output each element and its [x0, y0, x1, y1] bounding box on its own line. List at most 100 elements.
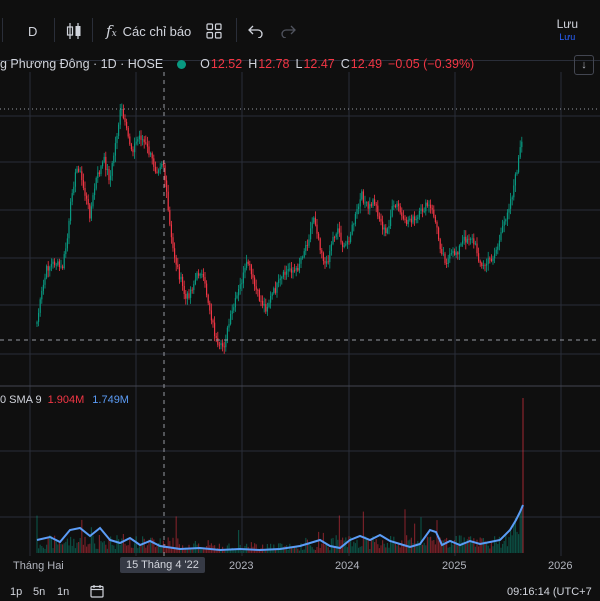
candle-body: [370, 204, 372, 206]
change-value: −0.05 (−0.39%): [388, 57, 475, 71]
candle-body: [42, 284, 44, 291]
candle-body: [143, 139, 145, 143]
undo-button[interactable]: [248, 20, 264, 42]
volume-sma-value: 1.749M: [92, 394, 129, 406]
interval-button[interactable]: D: [28, 20, 37, 42]
volume-bar: [305, 537, 307, 553]
symbol-name[interactable]: g Phương Đông · 1D · HOSE: [0, 57, 164, 71]
volume-bar: [425, 545, 427, 553]
candle-body: [218, 344, 220, 346]
volume-bars: [36, 398, 524, 553]
volume-bar: [233, 549, 235, 553]
volume-bar: [215, 549, 217, 553]
volume-bar: [290, 547, 292, 553]
timezone-clock[interactable]: 09:16:14 (UTC+7: [507, 586, 592, 598]
candle-body: [425, 202, 427, 212]
candle-body: [471, 238, 473, 240]
volume-bar: [327, 547, 329, 553]
save-button[interactable]: Lưu Lưu: [557, 17, 578, 42]
range-button-1p[interactable]: 1p: [10, 586, 23, 598]
volume-bar: [143, 538, 145, 553]
go-to-date-button[interactable]: [90, 584, 104, 601]
candle-body: [298, 263, 300, 271]
volume-bar: [137, 548, 139, 553]
volume-bar: [356, 539, 358, 553]
volume-bar: [354, 543, 356, 553]
volume-bar: [361, 546, 363, 553]
range-button-1n[interactable]: 1n: [57, 586, 70, 598]
time-axis-label: 2023: [229, 560, 254, 572]
volume-bar: [417, 540, 419, 553]
volume-bar: [454, 540, 456, 553]
legend-collapse-button[interactable]: ↓: [574, 55, 594, 75]
volume-bar: [127, 545, 129, 553]
templates-button[interactable]: [206, 20, 222, 42]
volume-bar: [150, 537, 152, 553]
volume-bar: [383, 543, 385, 553]
volume-bar: [177, 538, 179, 553]
candle-body: [103, 156, 105, 163]
candle-body: [116, 135, 118, 144]
candle-body: [81, 171, 83, 181]
candle-body: [417, 217, 419, 220]
undo-icon: [248, 25, 263, 38]
candle-body: [137, 139, 139, 142]
candle-body: [194, 279, 196, 285]
volume-bar: [114, 549, 116, 553]
indicators-button[interactable]: fx Các chỉ báo: [106, 20, 191, 42]
candle-body: [257, 289, 259, 291]
candle-body: [100, 166, 102, 174]
candle-body: [510, 199, 512, 209]
candle-body: [412, 216, 414, 223]
candle-body: [145, 142, 147, 144]
chart-type-button[interactable]: [66, 20, 82, 42]
time-axis[interactable]: Tháng Hai 15 Tháng 4 '22 2023 2024 2025 …: [0, 556, 600, 578]
candle-body: [428, 204, 430, 206]
volume-bar: [362, 511, 364, 553]
volume-bar: [204, 549, 206, 553]
candle-body: [175, 257, 177, 265]
candle-body: [138, 135, 140, 140]
candle-body: [513, 185, 515, 198]
volume-bar: [257, 548, 259, 553]
candle-body: [519, 147, 521, 158]
volume-bar: [146, 545, 148, 553]
candle-body: [484, 265, 486, 266]
candle-body: [462, 240, 464, 244]
volume-bar: [135, 536, 137, 553]
candle-body: [310, 228, 312, 240]
volume-bar: [74, 548, 76, 553]
volume-indicator-name[interactable]: 0 SMA 9: [0, 394, 42, 406]
candle-body: [350, 234, 352, 242]
volume-bar: [513, 523, 515, 553]
high-key: H: [248, 57, 258, 71]
candle-body: [191, 289, 193, 291]
volume-bar: [398, 543, 400, 553]
candle-body: [201, 273, 203, 275]
candle-body: [383, 227, 385, 230]
candle-body: [162, 163, 164, 166]
high-value: 12.78: [258, 57, 290, 71]
volume-bar: [36, 515, 38, 553]
candle-body: [380, 218, 382, 222]
interval-label: D: [28, 23, 38, 39]
volume-bar: [158, 543, 160, 553]
volume-bar: [175, 516, 177, 553]
volume-bar: [254, 543, 256, 553]
candle-body: [324, 261, 326, 264]
candle-body: [41, 290, 43, 300]
redo-button[interactable]: [280, 20, 296, 42]
candle-body: [255, 286, 257, 290]
candle-body: [234, 298, 236, 308]
volume-bar: [121, 538, 123, 553]
volume-bar: [466, 539, 468, 553]
candle-body: [214, 322, 216, 336]
volume-bar: [191, 549, 193, 553]
candle-body: [140, 135, 142, 140]
candle-body: [271, 293, 273, 296]
candle-body: [450, 253, 452, 254]
range-button-5n[interactable]: 5n: [33, 586, 46, 598]
volume-bar: [434, 544, 436, 553]
candle-body: [222, 343, 224, 347]
